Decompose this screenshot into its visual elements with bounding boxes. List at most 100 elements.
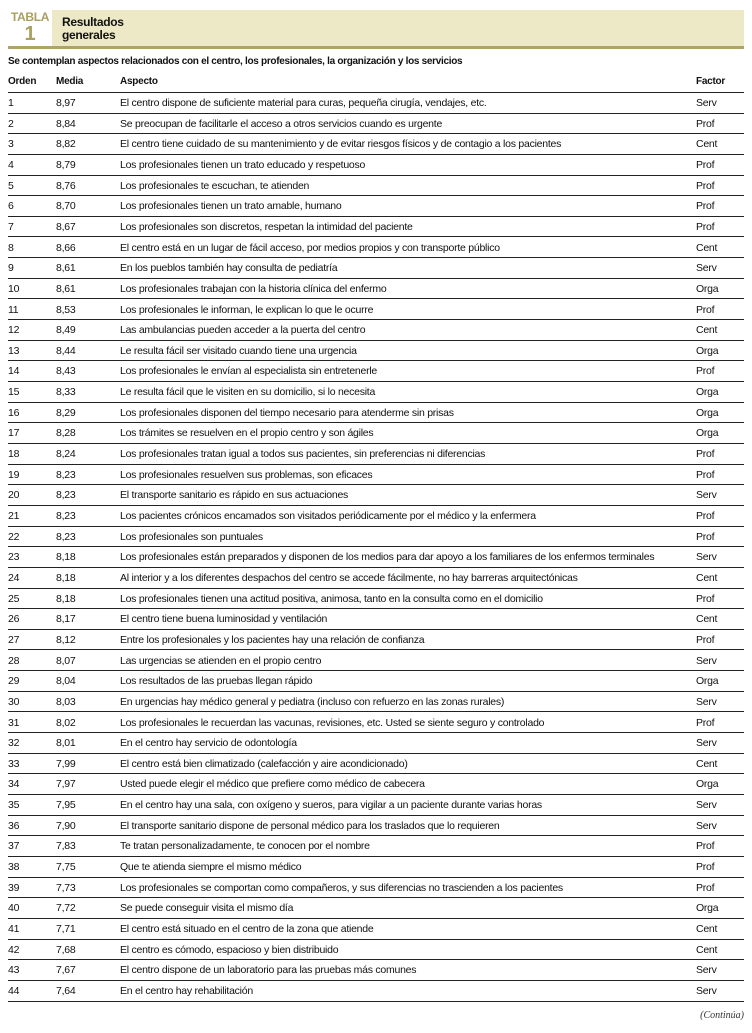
cell-aspecto: Se puede conseguir visita el mismo día bbox=[120, 902, 294, 915]
table-header: Orden Media Aspecto Factor bbox=[8, 75, 744, 93]
table-row: 21 8,23 Los pacientes crónicos encamados s… bbox=[8, 506, 744, 527]
cell-orden: 22 bbox=[8, 530, 20, 543]
cell-factor: Cent bbox=[696, 138, 718, 151]
cell-orden: 44 bbox=[8, 984, 20, 997]
cell-factor: Prof bbox=[696, 633, 715, 646]
cell-media: 8,97 bbox=[56, 97, 76, 109]
cell-factor: Cent bbox=[696, 757, 718, 770]
cell-orden: 38 bbox=[8, 861, 20, 874]
cell-orden: 31 bbox=[8, 716, 20, 729]
cell-orden: 28 bbox=[8, 654, 20, 667]
cell-orden: 7 bbox=[8, 220, 14, 233]
cell-factor: Orga bbox=[696, 778, 719, 791]
table-row: 39 7,73 Los profesionales se comportan com… bbox=[8, 878, 744, 899]
table-subtitle: Se contemplan aspectos relacionados con … bbox=[8, 56, 463, 67]
cell-aspecto: Los profesionales se comportan como comp… bbox=[120, 881, 563, 894]
col-aspecto: Aspecto bbox=[120, 76, 158, 87]
cell-media: 8,23 bbox=[56, 489, 76, 502]
cell-media: 8,84 bbox=[56, 117, 76, 130]
table-row: 14 8,43 Los profesionales le envían al esp… bbox=[8, 361, 744, 383]
cell-media: 8,18 bbox=[56, 592, 76, 605]
cell-aspecto: En los pueblos también hay consulta de p… bbox=[120, 262, 338, 275]
cell-orden: 3 bbox=[8, 138, 14, 151]
cell-media: 8,49 bbox=[56, 324, 76, 337]
cell-aspecto: Los profesionales son discretos, respeta… bbox=[120, 220, 413, 233]
cell-aspecto: Los profesionales tienen un trato educad… bbox=[120, 158, 366, 171]
cell-factor: Serv bbox=[696, 695, 717, 708]
cell-orden: 36 bbox=[8, 819, 20, 832]
table-row: 33 7,99 El centro está bien climatizado (c… bbox=[8, 754, 744, 775]
cell-aspecto: El centro está situado en el centro de l… bbox=[120, 923, 374, 935]
cell-orden: 26 bbox=[8, 613, 20, 626]
cell-factor: Prof bbox=[696, 592, 715, 605]
cell-orden: 40 bbox=[8, 902, 20, 915]
table-row: 11 8,53 Los profesionales le informan, le … bbox=[8, 300, 744, 321]
table-row: 40 7,72 Se puede conseguir visita el mismo… bbox=[8, 898, 744, 919]
cell-orden: 32 bbox=[8, 737, 20, 750]
cell-aspecto: Al interior y a los diferentes despachos… bbox=[120, 571, 578, 584]
cell-factor: Prof bbox=[696, 303, 715, 316]
table-row: 38 7,75 Que te atienda siempre el mismo mé… bbox=[8, 857, 744, 878]
cell-factor: Prof bbox=[696, 840, 715, 853]
cell-orden: 27 bbox=[8, 633, 20, 646]
cell-orden: 16 bbox=[8, 406, 20, 419]
cell-orden: 21 bbox=[8, 510, 20, 522]
cell-media: 8,33 bbox=[56, 386, 76, 399]
cell-orden: 8 bbox=[8, 241, 14, 254]
cell-aspecto: El centro tiene cuidado de su mantenimie… bbox=[120, 138, 562, 151]
table-row: 44 7,64 En el centro hay rehabilitación Ser… bbox=[8, 981, 744, 1002]
cell-media: 7,75 bbox=[56, 861, 76, 874]
cell-aspecto: Los profesionales trabajan con la histor… bbox=[120, 282, 387, 295]
cell-aspecto: El centro está bien climatizado (calefac… bbox=[120, 757, 408, 770]
cell-factor: Cent bbox=[696, 571, 718, 584]
cell-orden: 24 bbox=[8, 571, 20, 584]
table-row: 20 8,23 El transporte sanitario es rápido … bbox=[8, 485, 744, 506]
cell-aspecto: Los profesionales le informan, le explic… bbox=[120, 303, 374, 316]
cell-media: 8,18 bbox=[56, 551, 76, 564]
cell-factor: Orga bbox=[696, 282, 719, 295]
cell-aspecto: Los profesionales disponen del tiempo ne… bbox=[120, 406, 454, 419]
cell-aspecto: Los profesionales tratan igual a todos s… bbox=[120, 448, 486, 461]
cell-factor: Orga bbox=[696, 386, 719, 399]
title-line-1: Resultados bbox=[62, 15, 124, 29]
cell-media: 7,95 bbox=[56, 799, 76, 812]
table-label: TABLA 1 bbox=[8, 10, 52, 46]
cell-aspecto: Usted puede elegir el médico que prefier… bbox=[120, 778, 425, 791]
cell-aspecto: Que te atienda siempre el mismo médico bbox=[120, 861, 302, 874]
cell-factor: Prof bbox=[696, 861, 715, 874]
cell-media: 8,17 bbox=[56, 613, 76, 626]
cell-orden: 9 bbox=[8, 262, 14, 275]
cell-aspecto: El centro es cómodo, espacioso y bien di… bbox=[120, 943, 339, 956]
cell-aspecto: Los profesionales están preparados y dis… bbox=[120, 551, 655, 564]
table-row: 41 7,71 El centro está situado en el centr… bbox=[8, 919, 744, 940]
cell-media: 8,70 bbox=[56, 200, 76, 213]
cell-orden: 37 bbox=[8, 840, 20, 853]
cell-factor: Orga bbox=[696, 902, 719, 915]
cell-media: 8,82 bbox=[56, 138, 76, 151]
cell-aspecto: Entre los profesionales y los pacientes … bbox=[120, 633, 425, 646]
cell-orden: 11 bbox=[8, 303, 19, 316]
cell-media: 8,43 bbox=[56, 365, 76, 378]
cell-media: 8,18 bbox=[56, 571, 76, 584]
cell-factor: Prof bbox=[696, 448, 715, 461]
cell-orden: 34 bbox=[8, 778, 20, 791]
cell-media: 7,64 bbox=[56, 984, 76, 997]
cell-media: 8,61 bbox=[56, 262, 76, 275]
cell-aspecto: En el centro hay rehabilitación bbox=[120, 984, 253, 997]
table-row: 4 8,79 Los profesionales tienen un trato e… bbox=[8, 155, 744, 176]
cell-orden: 39 bbox=[8, 881, 20, 894]
cell-factor: Prof bbox=[696, 716, 715, 729]
table-row: 9 8,61 En los pueblos también hay consulta… bbox=[8, 258, 744, 279]
cell-factor: Serv bbox=[696, 489, 717, 502]
cell-media: 8,03 bbox=[56, 695, 76, 708]
cell-orden: 29 bbox=[8, 675, 20, 688]
cell-aspecto: Las urgencias se atienden en el propio c… bbox=[120, 654, 322, 667]
cell-factor: Prof bbox=[696, 530, 715, 543]
table-row: 5 8,76 Los profesionales te escuchan, te a… bbox=[8, 176, 744, 197]
table-row: 29 8,04 Los resultados de las pruebas lleg… bbox=[8, 671, 744, 692]
cell-aspecto: El transporte sanitario dispone de perso… bbox=[120, 819, 500, 832]
table-label-text: TABLA bbox=[10, 10, 50, 24]
table-row: 15 8,33 Le resulta fácil que le visiten en… bbox=[8, 382, 744, 403]
cell-media: 8,01 bbox=[56, 737, 76, 750]
cell-aspecto: Los trámites se resuelven en el propio c… bbox=[120, 427, 374, 440]
